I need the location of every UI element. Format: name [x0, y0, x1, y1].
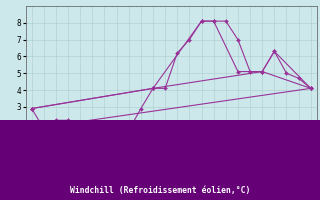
- Text: Windchill (Refroidissement éolien,°C): Windchill (Refroidissement éolien,°C): [70, 186, 250, 194]
